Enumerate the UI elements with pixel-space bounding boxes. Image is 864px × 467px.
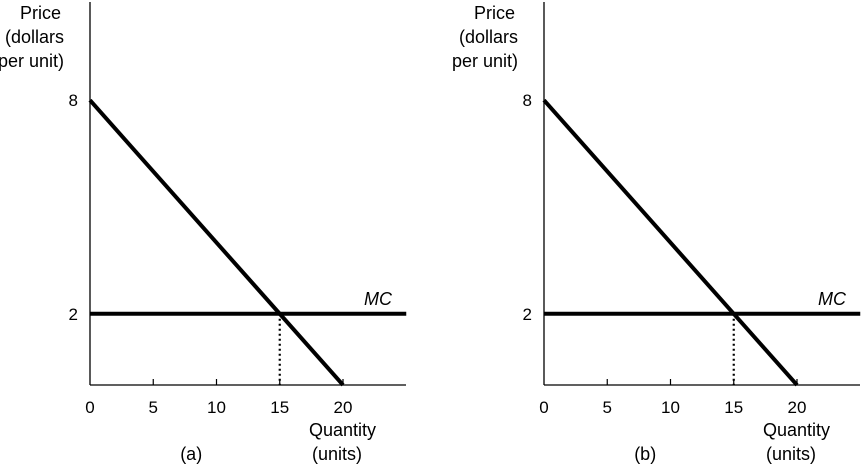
y-tick-label: 8 <box>69 91 78 110</box>
x-tick-label: 20 <box>788 398 807 417</box>
x-tick-label: 20 <box>334 398 353 417</box>
chart-panel-b: 0 5 10 15 20 2 8 Price (dollars per unit) Quantity… <box>452 2 861 464</box>
x-tick-label: 10 <box>661 398 680 417</box>
y-tick-label: 8 <box>523 91 532 110</box>
x-tick-label: 15 <box>724 398 743 417</box>
y-axis-label: Price <box>474 3 515 23</box>
x-axis-label: (units) <box>766 444 816 464</box>
x-axis-label: (units) <box>312 444 362 464</box>
x-tick-label: 0 <box>85 398 94 417</box>
y-axis-label: (dollars <box>5 27 64 47</box>
y-axis-label: (dollars <box>459 27 518 47</box>
chart-panel-a: 0 5 10 15 20 2 8 Price (dollars per unit) Quantity… <box>0 2 407 464</box>
y-axis-label: per unit) <box>0 51 64 71</box>
x-axis-label: Quantity <box>309 420 376 440</box>
y-tick-label: 2 <box>69 305 78 324</box>
x-tick-label: 5 <box>149 398 158 417</box>
y-axis-label: Price <box>20 3 61 23</box>
panel-label: (a) <box>180 444 202 464</box>
demand-line <box>542 98 799 387</box>
mc-series-label: MC <box>364 289 393 309</box>
panel-label: (b) <box>634 444 656 464</box>
y-axis-label: per unit) <box>452 51 518 71</box>
x-tick-label: 10 <box>207 398 226 417</box>
x-tick-label: 15 <box>270 398 289 417</box>
x-tick-label: 5 <box>603 398 612 417</box>
demand-line <box>88 98 345 387</box>
x-axis-label: Quantity <box>763 420 830 440</box>
y-tick-label: 2 <box>523 305 532 324</box>
x-tick-label: 0 <box>539 398 548 417</box>
mc-series-label: MC <box>818 289 847 309</box>
